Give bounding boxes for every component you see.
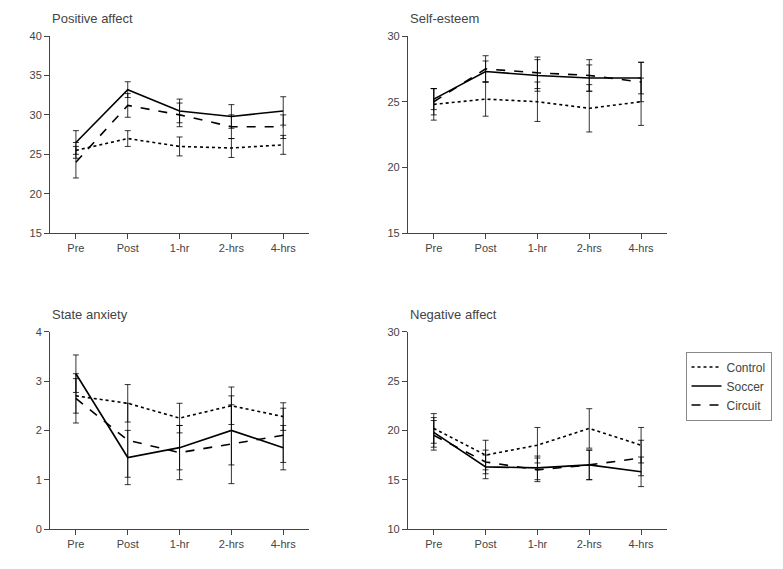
svg-text:Post: Post: [475, 538, 497, 550]
svg-text:3: 3: [36, 375, 42, 387]
svg-text:25: 25: [30, 148, 42, 160]
svg-text:30: 30: [387, 30, 399, 42]
svg-text:1-hr: 1-hr: [170, 242, 190, 254]
svg-text:Post: Post: [117, 538, 139, 550]
svg-text:25: 25: [387, 375, 399, 387]
svg-text:Control: Control: [727, 361, 766, 375]
svg-text:10: 10: [387, 523, 399, 535]
svg-text:4: 4: [36, 326, 42, 338]
svg-text:Pre: Pre: [425, 242, 442, 254]
svg-text:40: 40: [30, 30, 42, 42]
svg-text:2: 2: [36, 424, 42, 436]
svg-text:35: 35: [30, 69, 42, 81]
svg-text:15: 15: [387, 474, 399, 486]
svg-text:15: 15: [387, 227, 399, 239]
svg-text:1: 1: [36, 474, 42, 486]
svg-text:Positive affect: Positive affect: [52, 11, 133, 26]
svg-text:25: 25: [387, 96, 399, 108]
svg-text:1-hr: 1-hr: [528, 242, 548, 254]
svg-text:Self-esteem: Self-esteem: [410, 11, 479, 26]
svg-text:1-hr: 1-hr: [528, 538, 548, 550]
svg-text:20: 20: [387, 424, 399, 436]
svg-text:4-hrs: 4-hrs: [629, 538, 655, 550]
svg-text:4-hrs: 4-hrs: [629, 242, 655, 254]
svg-text:Soccer: Soccer: [727, 380, 764, 394]
svg-text:1-hr: 1-hr: [170, 538, 190, 550]
svg-text:0: 0: [36, 523, 42, 535]
svg-text:Pre: Pre: [67, 242, 84, 254]
svg-text:Post: Post: [475, 242, 497, 254]
svg-text:2-hrs: 2-hrs: [219, 538, 245, 550]
svg-text:2-hrs: 2-hrs: [577, 538, 603, 550]
svg-text:20: 20: [30, 188, 42, 200]
svg-text:15: 15: [30, 227, 42, 239]
svg-text:2-hrs: 2-hrs: [219, 242, 245, 254]
svg-text:Pre: Pre: [425, 538, 442, 550]
svg-text:30: 30: [387, 326, 399, 338]
svg-text:20: 20: [387, 161, 399, 173]
svg-text:Pre: Pre: [67, 538, 84, 550]
svg-text:Circuit: Circuit: [727, 399, 762, 413]
svg-text:4-hrs: 4-hrs: [271, 242, 297, 254]
svg-text:Negative affect: Negative affect: [410, 307, 497, 322]
svg-text:4-hrs: 4-hrs: [271, 538, 297, 550]
svg-text:30: 30: [30, 109, 42, 121]
svg-text:State anxiety: State anxiety: [52, 307, 128, 322]
svg-text:Post: Post: [117, 242, 139, 254]
svg-text:2-hrs: 2-hrs: [577, 242, 603, 254]
